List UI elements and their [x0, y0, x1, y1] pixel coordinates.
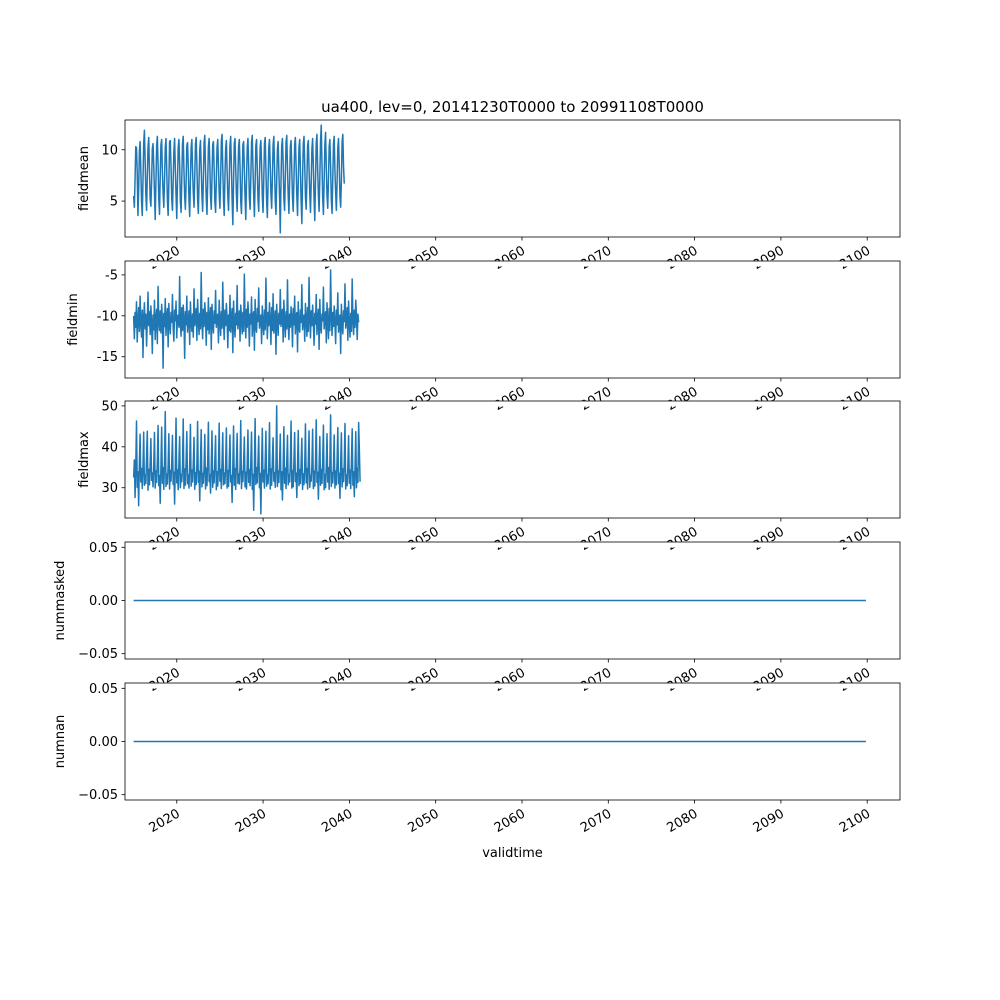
fieldmax-y-tick-label: 50 — [101, 399, 118, 414]
numnan-y-axis-label: numnan — [53, 715, 68, 769]
numnan-y-tick-label: 0.00 — [89, 735, 118, 750]
fieldmean-axes-frame — [124, 119, 901, 238]
fieldmax-y-axis-label: fieldmax — [77, 431, 92, 488]
fieldmax-axes-frame — [124, 400, 901, 519]
fieldmin-axes-frame — [124, 260, 901, 379]
fieldmin-y-tick-label: -5 — [105, 268, 118, 283]
fieldmean-y-axis-label: fieldmean — [77, 146, 92, 211]
panel-top-mask — [125, 260, 900, 267]
fieldmean-y-tick-label: 5 — [110, 195, 118, 210]
fieldmean-series-line — [132, 124, 346, 234]
fieldmin-y-axis-label: fieldmin — [66, 293, 81, 346]
panel-top-mask — [125, 541, 900, 548]
numnan-y-tick-label: −0.05 — [78, 788, 118, 803]
fieldmax-y-tick-label: 40 — [101, 440, 118, 455]
fieldmin-series-line — [132, 269, 360, 369]
fieldmin-y-tick-label: -15 — [97, 350, 118, 365]
x-axis-label: validtime — [482, 846, 543, 861]
panel-top-mask — [125, 400, 900, 407]
numnan-y-tick-label: 0.05 — [89, 682, 118, 697]
nummasked-y-axis-label: nummasked — [53, 561, 68, 641]
nummasked-y-tick-label: −0.05 — [78, 647, 118, 662]
fieldmin-y-tick-label: -10 — [97, 309, 118, 324]
nummasked-y-tick-label: 0.05 — [89, 541, 118, 556]
nummasked-y-tick-label: 0.00 — [89, 594, 118, 609]
figure-title: ua400, lev=0, 20141230T0000 to 20991108T… — [321, 98, 704, 116]
panel-top-mask — [125, 682, 900, 689]
fieldmax-series-line — [132, 405, 361, 515]
fieldmax-y-tick-label: 30 — [101, 481, 118, 496]
fieldmean-y-tick-label: 10 — [101, 143, 118, 158]
